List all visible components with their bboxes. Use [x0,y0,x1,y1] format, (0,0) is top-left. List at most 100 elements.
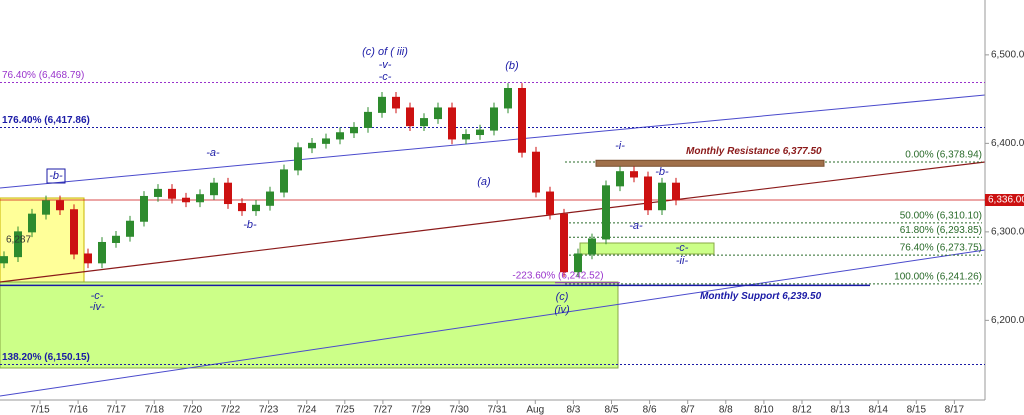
wave-label: 6,287 [6,235,31,246]
wave-label: -b- [655,166,669,178]
candle-body [14,231,22,258]
candle-body [378,96,386,113]
x-tick-label: 7/31 [487,405,507,415]
candle-body [392,96,400,109]
x-tick-label: 7/25 [335,405,355,415]
support-zone [0,281,619,369]
wave-label: -v- [379,59,392,71]
candle-body [126,220,134,237]
candle-body [336,132,344,140]
x-tick-label: 8/13 [830,405,850,415]
candle-body [266,191,274,206]
candle-body [322,138,330,144]
x-tick-label: 7/23 [259,405,279,415]
candle-body [294,147,302,171]
level-label: 76.40% (6,273.75) [900,243,982,254]
y-tick-label: 6,200.00 [991,315,1024,326]
level-label: -223.60% (6,242.52) [512,270,603,281]
candle-body [154,188,162,197]
x-tick-label: 8/7 [681,405,695,415]
candle-body [238,203,246,212]
candle-body [546,191,554,215]
candle-body [84,253,92,264]
resistance-label: Monthly Resistance 6,377.50 [686,146,822,157]
x-tick-label: Aug [526,405,544,415]
y-tick-label: 6,500.00 [991,50,1024,61]
wave-label: -ii- [676,255,689,267]
candle-body [616,171,624,187]
candle-body [70,209,78,255]
candle-body [280,169,288,193]
candle-body [308,142,316,149]
x-tick-label: 7/16 [68,405,88,415]
candle-body [168,188,176,199]
last-price-label: 6,336.00 [988,195,1024,206]
x-tick-label: 7/30 [449,405,469,415]
target-zone [579,242,715,255]
candle-body [210,182,218,196]
x-tick-label: 7/29 [411,405,431,415]
x-tick-label: 8/14 [868,405,888,415]
x-tick-label: 7/17 [106,405,126,415]
candle-body [462,134,470,140]
y-tick-label: 6,300.00 [991,226,1024,237]
trend-line [0,161,986,283]
candle-body [224,182,232,205]
x-tick-label: 7/15 [30,405,50,415]
candle-body [476,129,484,136]
candle-body [406,107,414,127]
level-label: 138.20% (6,150.15) [2,352,90,363]
x-tick-label: 7/27 [373,405,393,415]
x-tick-label: 7/18 [145,405,165,415]
x-tick-label: 8/12 [792,405,812,415]
candle-body [252,204,260,212]
candle-body [28,213,36,233]
candle-body [196,194,204,203]
candle-body [644,176,652,211]
wave-label: -i- [615,140,625,152]
wave-label: -c- [379,71,392,83]
candle-body [140,195,148,222]
level-label: 100.00% (6,241.26) [894,271,982,282]
trend-line [0,249,986,397]
level-label: 61.80% (6,293.85) [900,225,982,236]
candle-body [434,107,442,120]
x-tick-label: 8/5 [605,405,619,415]
candle-body [560,213,568,273]
wave-label: (c) [556,291,569,303]
candle-body [98,241,106,264]
x-tick-label: 8/6 [643,405,657,415]
support-label: Monthly Support 6,239.50 [700,291,822,302]
wave-label: -a- [629,220,643,232]
x-tick-label: 8/15 [907,405,927,415]
candle-body [588,238,596,255]
wave-label: (a) [477,176,491,188]
candle-body [182,197,190,203]
candle-body [420,118,428,127]
wave-label: (b) [505,60,519,72]
wave-label: -c- [676,242,689,254]
candle-body [574,253,582,273]
level-label: 176.40% (6,417.86) [2,115,90,126]
x-tick-label: 8/8 [719,405,733,415]
wave-label: (iv) [554,304,570,316]
candle-body [532,151,540,193]
candle-body [448,107,456,140]
wave-label: -c- [91,290,104,302]
wave-label: -b- [243,219,257,231]
x-tick-label: 7/20 [183,405,203,415]
x-tick-label: 8/3 [566,405,580,415]
level-label: 76.40% (6,468.79) [2,70,84,81]
candle-body [518,87,526,153]
y-tick-label: 6,400.00 [991,138,1024,149]
level-label: 0.00% (6,378.94) [905,150,982,161]
last-price-box [985,194,1024,206]
x-tick-label: 8/10 [754,405,774,415]
candle-body [504,87,512,109]
wave-label: -a- [206,147,220,159]
x-tick-label: 8/17 [945,405,965,415]
candle-body [350,126,358,134]
candle-body [630,171,638,178]
wave-label: -iv- [89,301,105,313]
